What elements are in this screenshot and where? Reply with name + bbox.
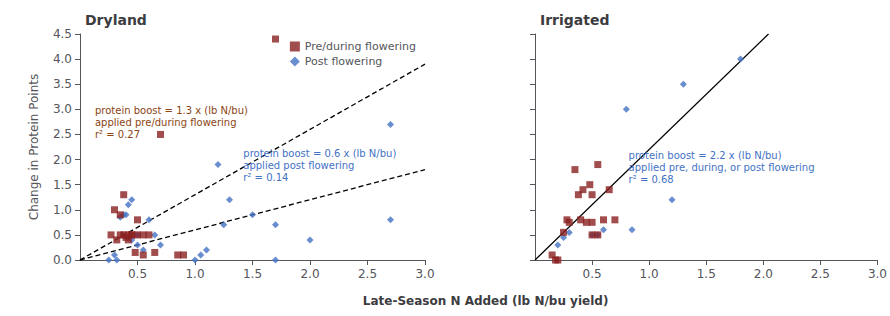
svg-text:2.5: 2.5 xyxy=(811,267,830,281)
svg-text:applied post flowering: applied post flowering xyxy=(243,160,354,171)
svg-text:0.0: 0.0 xyxy=(53,253,72,267)
svg-text:applied pre, during, or post f: applied pre, during, or post flowering xyxy=(629,162,815,173)
svg-text:1.0: 1.0 xyxy=(185,267,204,281)
svg-text:1.5: 1.5 xyxy=(53,178,72,192)
svg-text:1.5: 1.5 xyxy=(697,267,716,281)
svg-text:4.0: 4.0 xyxy=(53,52,72,66)
svg-text:0.5: 0.5 xyxy=(583,267,602,281)
svg-text:protein boost = 1.3 x (lb N/bu: protein boost = 1.3 x (lb N/bu) xyxy=(95,105,248,116)
svg-text:3.5: 3.5 xyxy=(53,77,72,91)
svg-text:2.0: 2.0 xyxy=(754,267,773,281)
svg-text:0.5: 0.5 xyxy=(128,267,147,281)
svg-text:2.0: 2.0 xyxy=(300,267,319,281)
svg-text:protein boost = 0.6 x (lb N/bu: protein boost = 0.6 x (lb N/bu) xyxy=(243,148,396,159)
svg-text:4.5: 4.5 xyxy=(53,27,72,41)
svg-text:Dryland: Dryland xyxy=(85,12,147,28)
svg-text:3.0: 3.0 xyxy=(53,102,72,116)
svg-text:r² = 0.27: r² = 0.27 xyxy=(95,129,140,140)
svg-text:2.5: 2.5 xyxy=(358,267,377,281)
svg-text:applied pre/during flowering: applied pre/during flowering xyxy=(95,117,237,128)
svg-text:Post flowering: Post flowering xyxy=(305,55,382,68)
svg-text:Late-Season N Added (lb N/bu y: Late-Season N Added (lb N/bu yield) xyxy=(363,294,609,308)
svg-text:protein boost = 2.2 x (lb N/bu: protein boost = 2.2 x (lb N/bu) xyxy=(629,150,782,161)
svg-text:Irrigated: Irrigated xyxy=(540,12,610,28)
svg-text:2.5: 2.5 xyxy=(53,127,72,141)
svg-text:Change in Protein Points: Change in Protein Points xyxy=(27,74,41,220)
svg-text:2.0: 2.0 xyxy=(53,153,72,167)
svg-text:r² = 0.14: r² = 0.14 xyxy=(243,172,288,183)
svg-text:1.5: 1.5 xyxy=(243,267,262,281)
svg-text:3.0: 3.0 xyxy=(868,267,887,281)
svg-text:Pre/during flowering: Pre/during flowering xyxy=(305,40,416,53)
svg-text:3.0: 3.0 xyxy=(415,267,434,281)
svg-text:0.5: 0.5 xyxy=(53,228,72,242)
svg-text:1.0: 1.0 xyxy=(53,203,72,217)
svg-text:r² = 0.68: r² = 0.68 xyxy=(629,174,674,185)
svg-text:1.0: 1.0 xyxy=(640,267,659,281)
